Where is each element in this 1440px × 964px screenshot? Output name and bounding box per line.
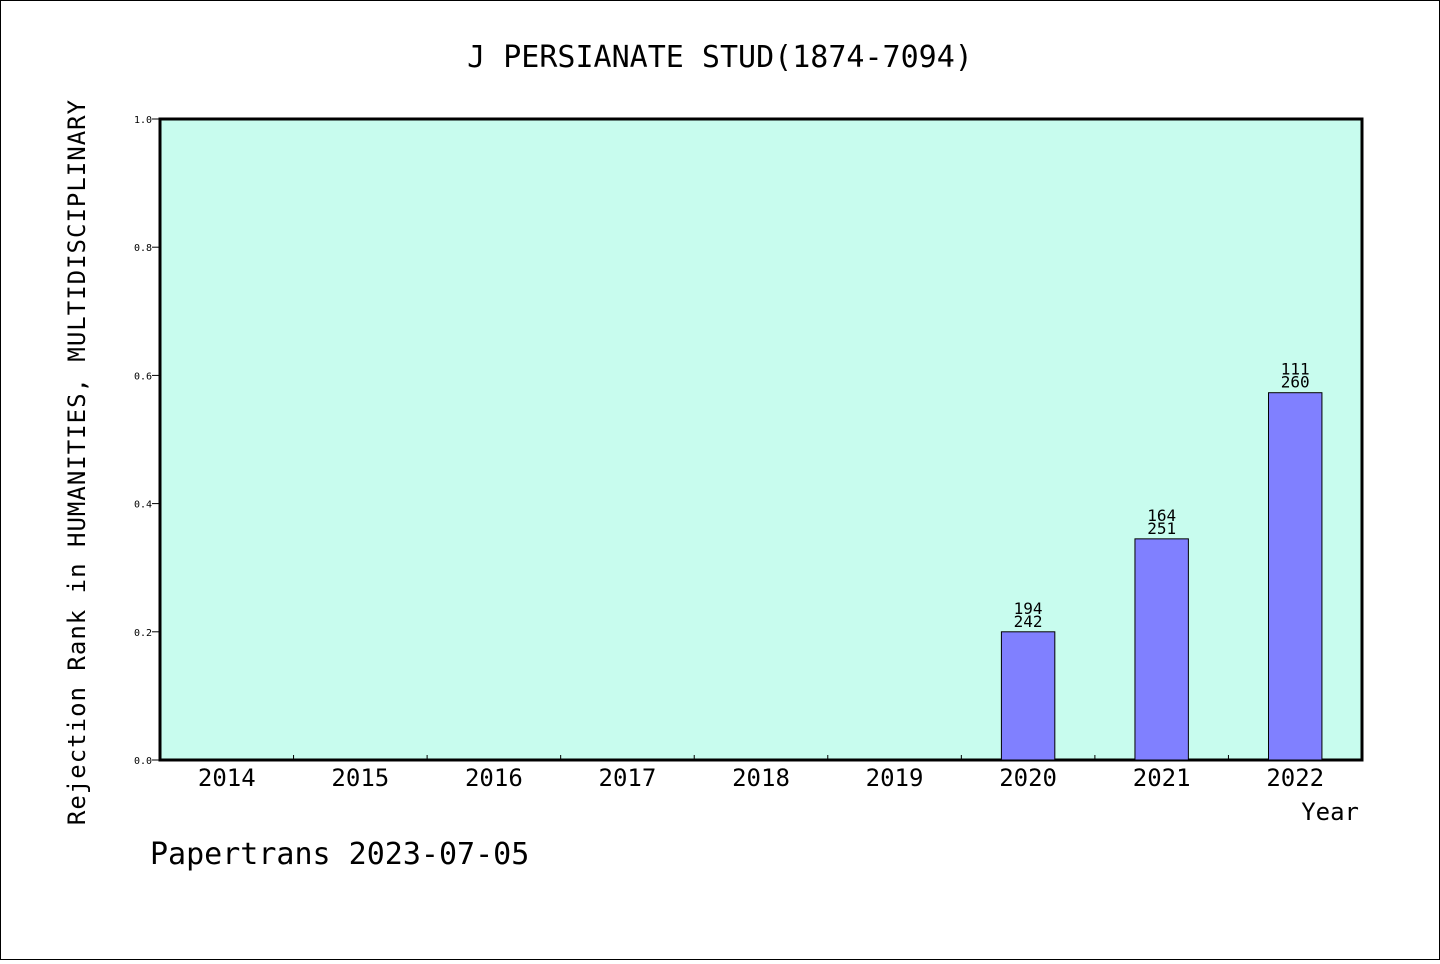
bar — [1000, 631, 1056, 761]
bar-label-top: 164 — [1147, 506, 1176, 525]
x-axis-label: Year — [1301, 798, 1359, 826]
x-tick-label: 2017 — [599, 764, 657, 792]
x-tick-label: 2020 — [999, 764, 1057, 792]
x-tick-label: 2021 — [1133, 764, 1191, 792]
bar-label-bottom: 242 — [1014, 612, 1043, 631]
x-tick-label: 2022 — [1266, 764, 1324, 792]
y-tick-label: 0.8 — [134, 243, 152, 254]
y-tick-label: 1.0 — [134, 115, 152, 126]
bar — [1134, 538, 1189, 761]
x-tick-label: 2014 — [198, 764, 256, 792]
y-tick-label: 0.4 — [134, 500, 152, 511]
x-axis-ticks: 2014 2015 2016 2017 2018 2019 2020 2021 2022 — [198, 755, 1324, 792]
bar-label-top: 194 — [1014, 599, 1043, 618]
x-tick-label: 2019 — [866, 764, 924, 792]
y-axis-label: Rejection Rank in HUMANITIES, MULTIDISCI… — [63, 99, 91, 825]
bar — [1268, 392, 1323, 761]
bar-label-bottom: 251 — [1147, 519, 1176, 538]
y-axis-ticks: 0.0 0.2 0.4 0.6 0.8 1.0 — [134, 115, 160, 767]
bar-label-top: 111 — [1281, 360, 1310, 379]
x-tick-label: 2015 — [331, 764, 389, 792]
x-tick-label: 2016 — [465, 764, 523, 792]
chart-title: J PERSIANATE STUD(1874-7094) — [467, 40, 973, 75]
footer-credit: Papertrans 2023-07-05 — [150, 837, 529, 872]
x-tick-label: 2018 — [732, 764, 790, 792]
bar-label-bottom: 260 — [1281, 373, 1310, 392]
y-tick-label: 0.0 — [134, 756, 152, 767]
y-tick-label: 0.2 — [134, 628, 152, 639]
y-tick-label: 0.6 — [134, 371, 152, 382]
